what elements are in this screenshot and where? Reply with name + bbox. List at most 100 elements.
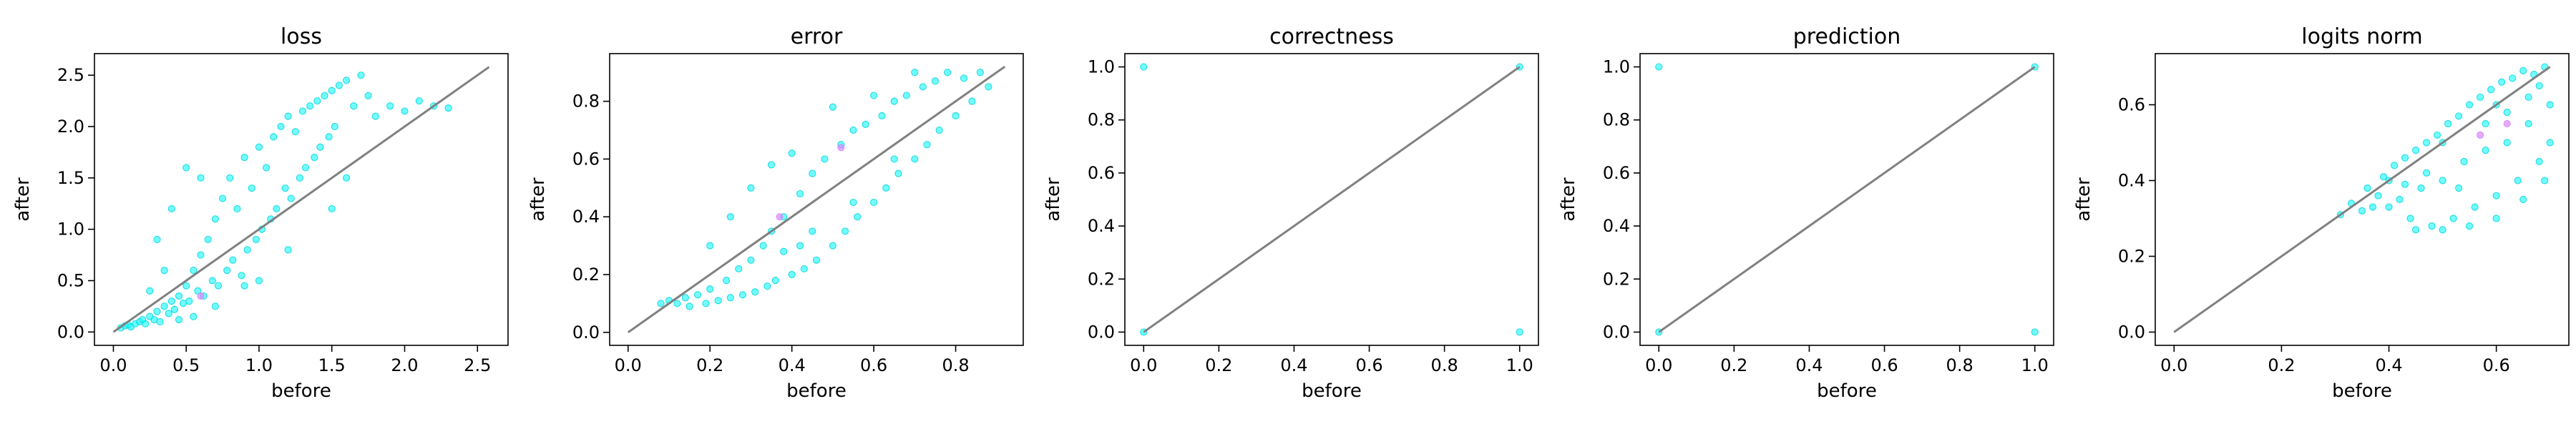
chart-4-xlabel: before — [2332, 380, 2392, 402]
chart-0-ytick-label: 1.5 — [57, 168, 84, 188]
chart-0-point — [170, 305, 179, 313]
chart-0-point — [386, 102, 394, 110]
chart-0-point — [270, 133, 278, 141]
chart-0-point — [287, 194, 295, 202]
chart-0-ytick-label: 1.0 — [57, 220, 84, 240]
chart-1-point — [763, 282, 771, 290]
chart-2-point — [1516, 328, 1523, 336]
chart-4-xtick-label: 0.0 — [2160, 355, 2187, 375]
chart-1-ytick-label: 0.4 — [572, 207, 600, 227]
chart-1-point — [809, 227, 816, 235]
chart-3-ylabel: after — [1558, 177, 1579, 222]
chart-2-xtick-label: 0.2 — [1205, 355, 1232, 375]
chart-4-point — [2449, 214, 2457, 222]
chart-1-xtick-label: 0.6 — [860, 355, 887, 375]
chart-0-point — [342, 174, 351, 182]
chart-0-xtick-label: 0.0 — [99, 355, 127, 375]
chart-4-point — [2482, 119, 2489, 128]
chart-0-point — [218, 194, 227, 202]
chart-0-xtick-label: 2.0 — [391, 355, 418, 375]
chart-1-point — [821, 155, 829, 163]
chart-1-point — [968, 97, 976, 105]
chart-0-point — [190, 312, 197, 320]
chart-3-xtick-label: 0.0 — [1645, 355, 1672, 375]
chart-3-xtick-label: 0.4 — [1795, 355, 1823, 375]
chart-1-point — [735, 265, 743, 273]
chart-0-ytick-label: 2.5 — [57, 65, 84, 85]
chart-1-point — [890, 97, 898, 105]
chart-2-xtick-label: 1.0 — [1506, 355, 1533, 375]
chart-0-xlabel: before — [271, 380, 331, 402]
chart-4-point — [2541, 177, 2549, 184]
chart-4-point — [2439, 226, 2446, 234]
chart-4-point — [2401, 180, 2409, 188]
chart-4-point — [2379, 173, 2388, 181]
chart-4-point — [2546, 139, 2554, 147]
chart-4-point — [2433, 131, 2441, 139]
chart-0-point — [255, 277, 263, 285]
chart-1-point — [882, 184, 890, 192]
chart-4-point — [2524, 119, 2532, 128]
chart-4-xtick-label: 0.4 — [2375, 355, 2402, 375]
chart-0-point — [160, 267, 168, 275]
chart-0-ytick-label: 0.0 — [57, 322, 84, 342]
chart-1-point — [657, 300, 665, 307]
chart-4-point — [2492, 192, 2500, 199]
chart-0-point — [296, 174, 304, 182]
chart-1-point — [894, 169, 902, 177]
chart-1-xtick-label: 0.8 — [942, 355, 969, 375]
chart-0-point — [328, 87, 336, 94]
chart-1-point — [944, 69, 952, 77]
chart-0-ytick-label: 0.5 — [57, 270, 84, 290]
chart-0-point — [331, 122, 338, 131]
chart-2-xtick-label: 0.8 — [1431, 355, 1458, 375]
chart-1-point — [726, 294, 734, 302]
chart-0-panel: loss 0.0 0.5 1.0 1.5 2.0 2.5 0.0 0.5 1.0 1.5 2.0 2.5… — [12, 24, 509, 402]
chart-3-ytick-label: 1.0 — [1603, 57, 1630, 77]
chart-1-point — [878, 112, 886, 119]
chart-0-xtick-label: 1.0 — [245, 355, 273, 375]
chart-0-point — [190, 267, 197, 275]
chart-1-ytick-label: 0.6 — [572, 149, 600, 169]
chart-4-point — [2455, 184, 2463, 192]
chart-1-xlabel: before — [786, 380, 847, 402]
chart-1-point — [935, 126, 943, 134]
chart-4-panel: logits norm 0.0 0.2 0.4 0.6 0.0 0.2 0.4 0.6 befor… — [2073, 24, 2570, 402]
chart-3-ytick-label: 0.4 — [1603, 216, 1630, 236]
chart-1-point — [796, 189, 804, 198]
chart-0-point — [211, 215, 220, 223]
chart-1-point — [960, 74, 968, 82]
chart-4-point — [2374, 192, 2382, 199]
chart-3-ytick-label: 0.8 — [1603, 110, 1630, 130]
chart-3-point — [2031, 328, 2039, 336]
chart-2-xlabel: before — [1302, 380, 1362, 402]
chart-1-xtick-label: 0.2 — [696, 355, 723, 375]
chart-0-point — [223, 267, 231, 275]
chart-3-ytick-label: 0.2 — [1603, 269, 1630, 289]
chart-1-point — [767, 161, 776, 169]
chart-0-point — [153, 307, 161, 315]
chart-2-ytick-label: 0.8 — [1088, 110, 1115, 130]
chart-3-title: prediction — [1793, 24, 1901, 49]
chart-0-point — [167, 297, 175, 305]
chart-4-ytick-label: 0.4 — [2118, 171, 2145, 191]
chart-4-point — [2482, 147, 2489, 154]
chart-0-point — [313, 97, 321, 105]
chart-0-xtick-label: 0.5 — [172, 355, 200, 375]
chart-0-point — [160, 302, 168, 310]
chart-1-highlight-point — [776, 213, 784, 221]
chart-1-ytick-label: 0.0 — [572, 322, 600, 342]
chart-0-point — [328, 204, 336, 213]
chart-4-point — [2411, 147, 2420, 154]
chart-4-highlight-point — [2503, 120, 2511, 128]
chart-0-point — [350, 102, 358, 110]
chart-1-point — [673, 300, 681, 307]
chart-1-point — [800, 265, 808, 273]
chart-4-xtick-label: 0.2 — [2268, 355, 2295, 375]
chart-4-point — [2466, 101, 2474, 109]
chart-1-point — [738, 291, 747, 299]
chart-0-point — [401, 107, 409, 115]
chart-4-point — [2363, 184, 2371, 192]
chart-2-ytick-label: 0.6 — [1088, 163, 1115, 183]
chart-0-point — [371, 112, 379, 120]
